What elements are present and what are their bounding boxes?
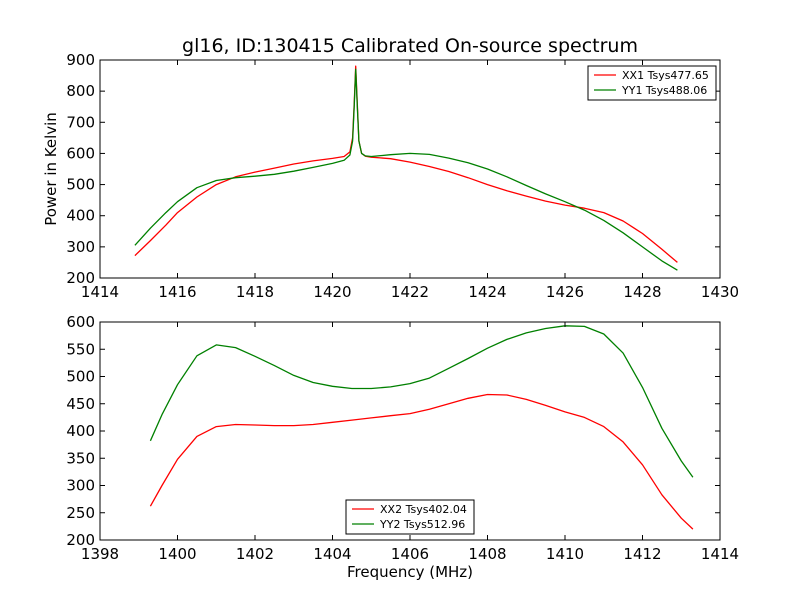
x-tick-label: 1410 <box>546 545 584 563</box>
y-tick-label: 500 <box>66 176 95 194</box>
y-tick-label: 600 <box>66 313 95 331</box>
x-tick-label: 1426 <box>546 283 584 301</box>
y-tick-label: 450 <box>66 395 95 413</box>
x-tick-label: 1402 <box>236 545 274 563</box>
x-tick-label: 1418 <box>236 283 274 301</box>
y-axis-label: Power in Kelvin <box>42 112 60 226</box>
x-tick-label: 1414 <box>701 545 739 563</box>
x-tick-label: 1422 <box>391 283 429 301</box>
x-tick-label: 1406 <box>391 545 429 563</box>
y-tick-label: 350 <box>66 449 95 467</box>
y-tick-label: 250 <box>66 504 95 522</box>
legend-label: YY1 Tsys488.06 <box>621 84 707 97</box>
y-tick-label: 900 <box>66 51 95 69</box>
top-panel: 1414 1416 1418 1420 1422 1424 1426 1428 1430 200 3… <box>42 51 739 301</box>
legend-label: XX1 Tsys477.65 <box>622 69 709 82</box>
legend-label: XX2 Tsys402.04 <box>380 503 467 516</box>
bottom-panel: 1398 1400 1402 1404 1406 1408 1410 1412 1414 200 2… <box>66 313 739 581</box>
series-line-2-2 <box>149 325 694 478</box>
y-tick-label: 200 <box>66 269 95 287</box>
x-tick-label: 1408 <box>468 545 506 563</box>
x-tick-label: 1424 <box>468 283 506 301</box>
x-tick-label: 1404 <box>313 545 351 563</box>
legend: XX1 Tsys477.65 YY1 Tsys488.06 <box>587 65 717 101</box>
legend: XX2 Tsys402.04 YY2 Tsys512.96 <box>345 499 475 535</box>
y-tick-label: 600 <box>66 144 95 162</box>
x-tick-label: 1420 <box>313 283 351 301</box>
x-tick-label: 1430 <box>701 283 739 301</box>
y-tick-label: 550 <box>66 340 95 358</box>
y-tick-label: 300 <box>66 477 95 495</box>
x-tick-label: 1414 <box>81 283 119 301</box>
y-tick-label: 400 <box>66 422 95 440</box>
y-tick-label: 500 <box>66 368 95 386</box>
y-tick-label: 800 <box>66 82 95 100</box>
x-tick-label: 1412 <box>623 545 661 563</box>
y-tick-label: 200 <box>66 531 95 549</box>
legend-box <box>587 65 717 101</box>
chart-title: gl16, ID:130415 Calibrated On-source spe… <box>182 35 638 57</box>
y-tick-label: 400 <box>66 207 95 225</box>
x-tick-label: 1428 <box>623 283 661 301</box>
legend-label: YY2 Tsys512.96 <box>379 518 465 531</box>
x-tick-label: 1416 <box>158 283 196 301</box>
x-axis-label: Frequency (MHz) <box>347 563 473 581</box>
series-line-2-1 <box>149 393 694 530</box>
x-tick-label: 1400 <box>158 545 196 563</box>
x-tick-label: 1398 <box>81 545 119 563</box>
series-line-1-2 <box>134 68 678 271</box>
y-tick-label: 700 <box>66 113 95 131</box>
y-tick-label: 300 <box>66 238 95 256</box>
legend-box <box>345 499 475 535</box>
